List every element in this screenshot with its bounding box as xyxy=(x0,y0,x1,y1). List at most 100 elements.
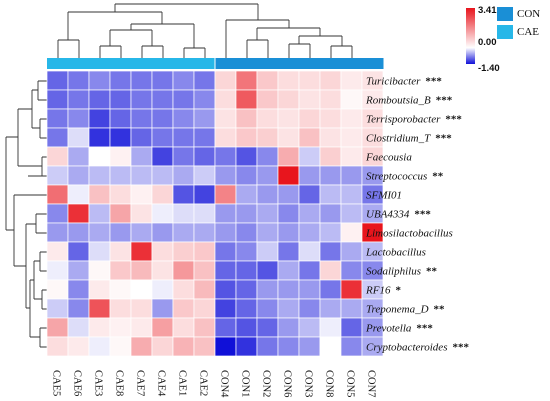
heatmap-cell xyxy=(193,203,216,224)
heatmap-cell xyxy=(298,241,321,262)
column-label: CON2 xyxy=(261,370,272,397)
heatmap-cell xyxy=(67,165,90,186)
heatmap-cell xyxy=(46,260,69,281)
heatmap-cell xyxy=(109,241,132,262)
heatmap-cell xyxy=(172,336,195,357)
heatmap-cell xyxy=(46,279,69,300)
heatmap-cell xyxy=(319,336,342,357)
heatmap-cell xyxy=(235,260,258,281)
column-label: CON1 xyxy=(240,370,251,397)
heatmap-cell xyxy=(193,317,216,338)
heatmap-cell xyxy=(277,241,300,262)
heatmap-cell xyxy=(298,317,321,338)
heatmap-cell xyxy=(130,165,153,186)
heatmap-cell xyxy=(235,146,258,167)
row-label: Limosilactobacillus xyxy=(365,228,453,240)
heatmap-cell xyxy=(298,89,321,110)
heatmap-cell xyxy=(130,89,153,110)
heatmap-cell xyxy=(214,317,237,338)
row-label: Romboutsia_B *** xyxy=(365,95,453,107)
heatmap-cell xyxy=(88,70,111,91)
heatmap-cell xyxy=(298,279,321,300)
heatmap-cell xyxy=(340,317,363,338)
group-bar-segment xyxy=(173,58,195,69)
row-label: Clostridium_T *** xyxy=(366,133,452,145)
heatmap-cell xyxy=(130,222,153,243)
row-dendrogram xyxy=(5,80,47,348)
heatmap-cell xyxy=(88,108,111,129)
heatmap-cell xyxy=(361,336,384,357)
heatmap-cell xyxy=(109,146,132,167)
heatmap-cell xyxy=(256,279,279,300)
heatmap-cell xyxy=(319,127,342,148)
heatmap-cell xyxy=(214,184,237,205)
heatmap-cell xyxy=(172,108,195,129)
column-label: CON8 xyxy=(324,370,335,397)
heatmap-cell xyxy=(46,336,69,357)
row-label: Turicibacter *** xyxy=(366,76,442,88)
heatmap-cell xyxy=(298,146,321,167)
heatmap-cell xyxy=(151,241,174,262)
heatmap-cell xyxy=(151,165,174,186)
heatmap-cell xyxy=(319,317,342,338)
heatmap-cell xyxy=(277,279,300,300)
heatmap-cell xyxy=(193,108,216,129)
heatmap-cell xyxy=(151,184,174,205)
heatmap-cell xyxy=(235,203,258,224)
heatmap-cell xyxy=(235,222,258,243)
heatmap-cell xyxy=(256,298,279,319)
heatmap-cell xyxy=(67,298,90,319)
heatmap-cell xyxy=(109,70,132,91)
heatmap-cell xyxy=(67,89,90,110)
heatmap-cell xyxy=(319,165,342,186)
heatmap-cell xyxy=(277,146,300,167)
heatmap-cell xyxy=(298,222,321,243)
heatmap-cell xyxy=(172,241,195,262)
heatmap-cell xyxy=(67,127,90,148)
heatmap-cell xyxy=(235,70,258,91)
group-bar-segment xyxy=(89,58,111,69)
heatmap-cell xyxy=(46,165,69,186)
row-label: Cryptobacteroides *** xyxy=(366,342,469,354)
significance-marker: *** xyxy=(452,342,469,354)
heatmap-cell xyxy=(172,203,195,224)
heatmap-cell xyxy=(214,298,237,319)
heatmap-cell xyxy=(319,298,342,319)
heatmap-cell xyxy=(109,336,132,357)
heatmap-cell xyxy=(277,260,300,281)
group-bar-segment xyxy=(341,58,363,69)
heatmap-cell xyxy=(193,70,216,91)
heatmap-cell xyxy=(214,165,237,186)
heatmap-cell xyxy=(235,241,258,262)
group-bar-segment xyxy=(110,58,132,69)
column-label: CAE5 xyxy=(51,370,62,396)
group-bar-segment xyxy=(131,58,153,69)
heatmap-cell xyxy=(340,70,363,91)
heatmap-cell xyxy=(298,165,321,186)
column-label: CAE8 xyxy=(114,370,125,396)
row-label: UBA4334 *** xyxy=(366,209,431,221)
group-bar-segment xyxy=(215,58,237,69)
row-labels: Turicibacter *** Romboutsia_B *** Terrisporo… xyxy=(365,76,469,354)
row-label: Treponema_D ** xyxy=(366,304,445,316)
heatmap-cell xyxy=(319,260,342,281)
heatmap-cell xyxy=(235,184,258,205)
heatmap-cell xyxy=(109,317,132,338)
heatmap-cell xyxy=(340,279,363,300)
heatmap-cell xyxy=(151,108,174,129)
heatmap-cell xyxy=(88,241,111,262)
legend-label-con: CON xyxy=(517,8,540,20)
heatmap-cell xyxy=(256,336,279,357)
heatmap-cell xyxy=(46,89,69,110)
heatmap-cell xyxy=(130,298,153,319)
heatmap-cell xyxy=(277,89,300,110)
heatmap-cell xyxy=(256,184,279,205)
heatmap-cell xyxy=(256,260,279,281)
group-annotation-bar xyxy=(47,58,384,69)
heatmap-cell xyxy=(319,203,342,224)
column-label: CON7 xyxy=(366,370,377,397)
heatmap-cell xyxy=(235,108,258,129)
heatmap-cell xyxy=(46,222,69,243)
significance-marker: * xyxy=(395,285,401,297)
